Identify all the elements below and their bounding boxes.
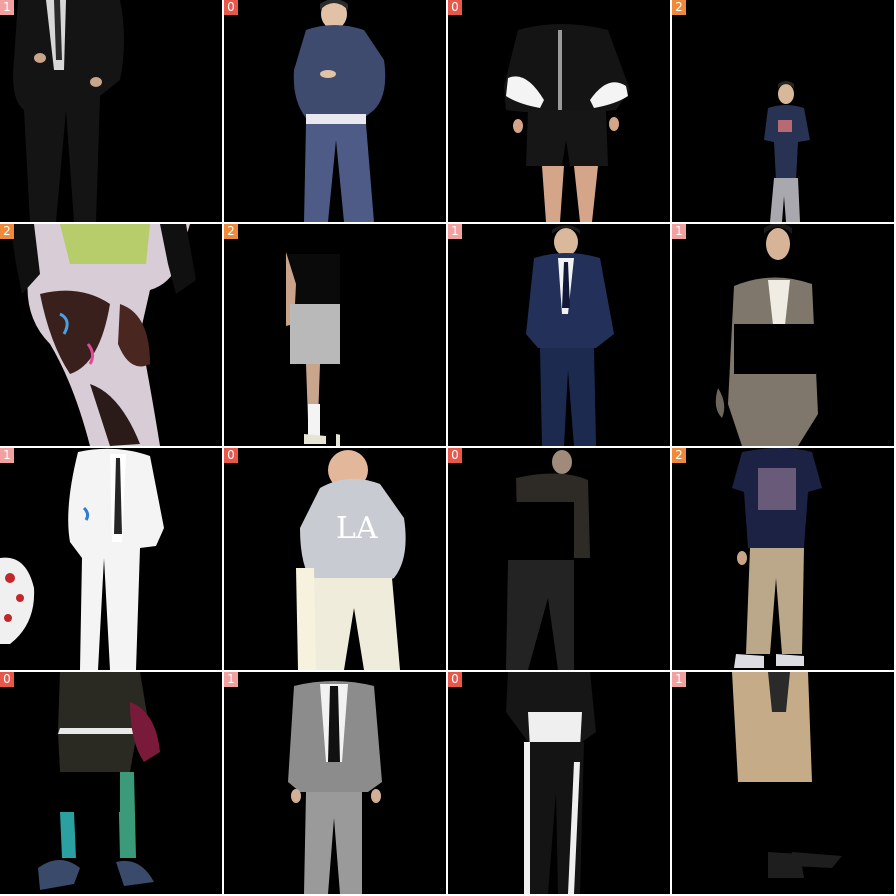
tile-label: 1 <box>0 0 14 15</box>
tile-label: 0 <box>224 448 238 463</box>
grid-tile: 1 <box>0 0 222 222</box>
grid-tile: 0 <box>0 672 222 894</box>
tile-image <box>0 448 164 670</box>
grid-tile: 2 <box>0 224 222 446</box>
occlusion-mask <box>512 502 574 560</box>
tile-label: 2 <box>672 0 686 15</box>
tile-image <box>288 681 382 894</box>
tile-label: 0 <box>224 0 238 15</box>
grid-tile: 2 <box>672 448 894 670</box>
tile-label: 1 <box>224 672 238 687</box>
tile-image <box>504 24 630 222</box>
tile-label: 1 <box>448 224 462 239</box>
tile-image: LA <box>296 450 406 670</box>
grid-tile: 1 <box>672 672 894 894</box>
grid-tile: 0 LA <box>224 448 446 670</box>
tile-image <box>764 81 810 222</box>
tile-image <box>526 225 614 446</box>
grid-tile: 2 <box>224 224 446 446</box>
tile-label: 0 <box>448 448 462 463</box>
grid-tile: 0 <box>448 448 670 670</box>
tile-label: 0 <box>0 672 14 687</box>
tile-label: 1 <box>0 448 14 463</box>
grid-tile: 1 <box>448 224 670 446</box>
grid-tile: 0 <box>448 0 670 222</box>
tile-label: 0 <box>448 672 462 687</box>
grid-tile: 2 <box>672 0 894 222</box>
grid-tile: 0 <box>224 0 446 222</box>
occlusion-mask <box>734 324 816 374</box>
tile-image <box>506 672 596 894</box>
hoodie-logo: LA <box>336 511 378 546</box>
tile-label: 2 <box>224 224 238 239</box>
grid-tile: 1 <box>224 672 446 894</box>
occlusion-mask <box>736 782 818 852</box>
occlusion-mask <box>56 772 120 812</box>
tile-label: 2 <box>672 448 686 463</box>
tile-label: 2 <box>0 224 14 239</box>
tile-image <box>10 224 196 446</box>
tile-image <box>732 672 842 878</box>
occlusion-mask <box>340 254 446 446</box>
tile-image <box>38 672 160 890</box>
grid-tile: 1 <box>0 448 222 670</box>
grid-tile: 1 <box>672 224 894 446</box>
tile-image <box>13 0 124 222</box>
tile-image <box>732 448 822 668</box>
tile-label: 1 <box>672 672 686 687</box>
tile-label: 0 <box>448 0 462 15</box>
tile-image <box>293 0 386 222</box>
tile-label: 1 <box>672 224 686 239</box>
grid-tile: 0 <box>448 672 670 894</box>
